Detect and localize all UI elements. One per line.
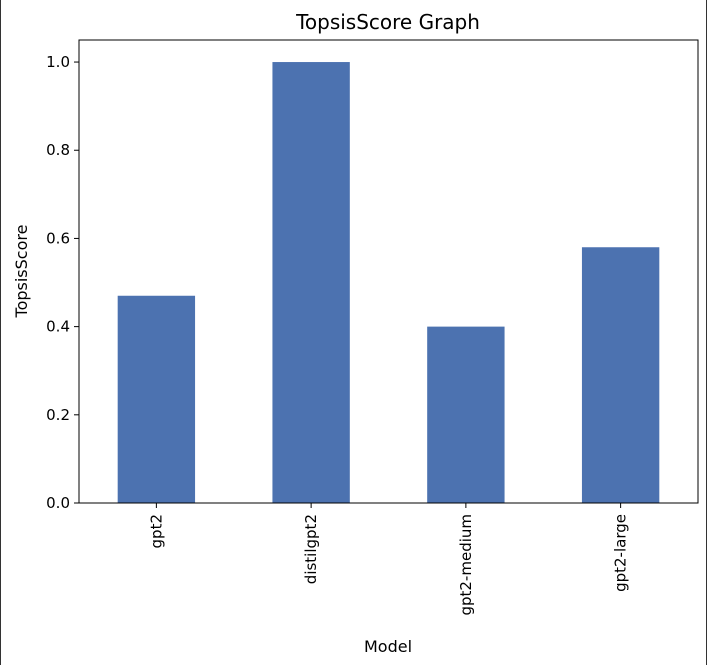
y-tick-label: 0.8: [46, 141, 70, 159]
plot-frame: [78, 39, 699, 504]
y-tick-label: 0.2: [46, 406, 70, 424]
x-tick-label: distilgpt2: [302, 514, 320, 584]
x-axis: gpt2 distilgpt2 gpt2-medium gpt2-large: [147, 503, 630, 616]
x-axis-label: Model: [364, 637, 412, 656]
y-tick-label: 0.0: [46, 494, 70, 512]
bar-gpt2: [117, 295, 196, 503]
y-tick-label: 0.4: [46, 318, 70, 336]
x-tick-label: gpt2: [147, 514, 165, 548]
bar-gpt2-large: [581, 247, 660, 503]
x-tick-label: gpt2-medium: [457, 514, 475, 616]
chart-title: TopsisScore Graph: [295, 10, 480, 34]
y-axis-label: TopsisScore: [12, 225, 31, 319]
y-tick-label: 0.6: [46, 229, 70, 247]
bar-gpt2-medium: [427, 326, 505, 503]
x-tick-label: gpt2-large: [612, 514, 630, 592]
bars-group: [117, 62, 660, 504]
y-axis: 0.0 0.2 0.4 0.6 0.8 1.0: [46, 53, 79, 512]
y-tick-label: 1.0: [46, 53, 70, 71]
bar-distilgpt2: [272, 62, 350, 504]
